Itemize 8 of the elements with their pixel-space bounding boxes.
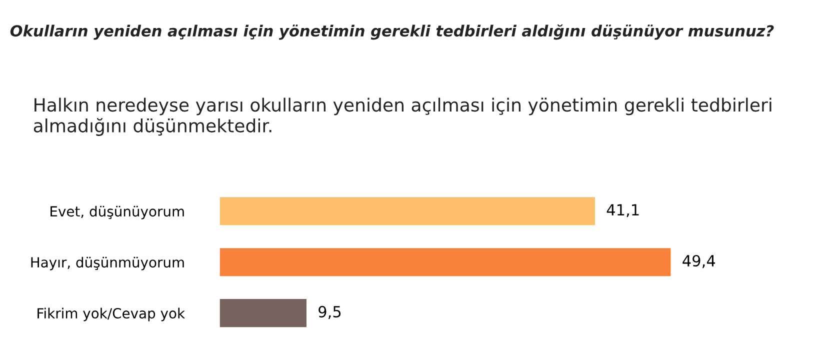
y-tick-label: Hayır, düşünmüyorum: [31, 256, 184, 270]
y-tick-label: Fikrim yok/Cevap yok: [38, 308, 185, 322]
data-label: 9,5: [318, 306, 341, 320]
y-tick-label: Evet, düşünüyorum: [50, 206, 184, 220]
data-label: 49,4: [682, 254, 716, 268]
chart-subtitle: Halkın neredeyse yarısı okulların yeniden açılması için yönetimin gerekli tedbirleri almadığını düşünmektedir.: [34, 98, 772, 136]
data-label: 41,1: [606, 204, 639, 218]
chart-title: Okulların yeniden açılması için yönetimin gerekli tedbirleri aldığını düşünüyor musunuz?: [10, 24, 774, 40]
